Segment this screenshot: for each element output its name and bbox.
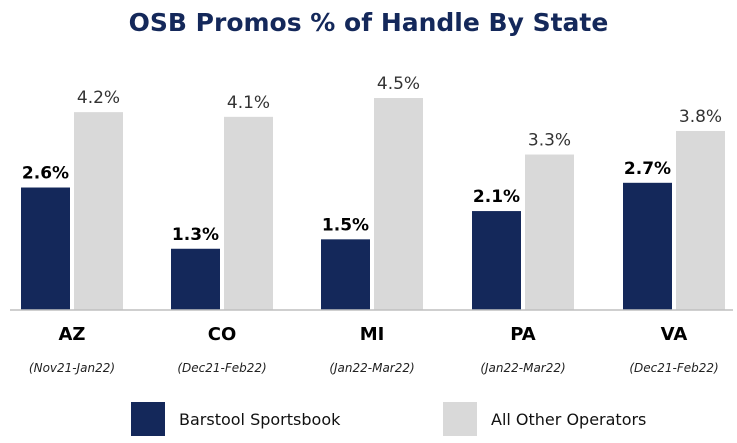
value-label-va-other-operators: 3.8%	[679, 107, 722, 127]
bar-co-other-operators	[224, 116, 273, 310]
value-label-az-other-operators: 4.2%	[77, 88, 120, 108]
bar-pa-barstool	[472, 211, 521, 310]
legend-swatch-barstool	[131, 402, 165, 436]
legend-item-other-operators: All Other Operators	[443, 402, 646, 436]
value-label-pa-other-operators: 3.3%	[528, 131, 571, 151]
value-label-co-barstool: 1.3%	[172, 225, 219, 245]
bar-va-barstool	[623, 182, 672, 310]
bars-layer	[21, 98, 725, 310]
value-label-co-other-operators: 4.1%	[227, 93, 270, 113]
bar-az-other-operators	[74, 112, 123, 310]
value-label-mi-barstool: 1.5%	[322, 215, 369, 235]
category-label-va: VA	[661, 324, 688, 345]
category-period-mi: (Jan22-Mar22)	[329, 361, 414, 375]
chart-title: OSB Promos % of Handle By State	[128, 8, 609, 37]
value-label-az-barstool: 2.6%	[22, 164, 69, 184]
labels-layer: 2.6% 4.2% AZ (Nov21-Jan22) 1.3% 4.1% CO (Dec21-…	[22, 74, 722, 375]
value-label-mi-other-operators: 4.5%	[377, 74, 420, 94]
category-period-co: (Dec21-Feb22)	[177, 361, 266, 375]
legend: Barstool Sportsbook All Other Operators	[0, 402, 737, 438]
category-period-pa: (Jan22-Mar22)	[480, 361, 565, 375]
value-label-va-barstool: 2.7%	[624, 159, 671, 179]
legend-swatch-other-operators	[443, 402, 477, 436]
category-label-az: AZ	[59, 324, 86, 345]
legend-label-other-operators: All Other Operators	[491, 409, 647, 429]
bar-pa-other-operators	[525, 154, 574, 310]
bar-va-other-operators	[676, 130, 725, 310]
bar-chart: 2.6% 4.2% AZ (Nov21-Jan22) 1.3% 4.1% CO (Dec21-…	[10, 74, 733, 375]
bar-mi-other-operators	[374, 98, 423, 310]
category-period-az: (Nov21-Jan22)	[29, 361, 115, 375]
legend-label-barstool: Barstool Sportsbook	[179, 409, 341, 429]
legend-item-barstool: Barstool Sportsbook	[131, 402, 340, 436]
bar-co-barstool	[171, 248, 220, 310]
category-label-mi: MI	[360, 324, 385, 345]
value-label-pa-barstool: 2.1%	[473, 187, 520, 207]
bar-mi-barstool	[321, 239, 370, 310]
category-label-co: CO	[208, 324, 237, 345]
category-label-pa: PA	[510, 324, 536, 345]
bar-az-barstool	[21, 187, 70, 310]
category-period-va: (Dec21-Feb22)	[629, 361, 718, 375]
